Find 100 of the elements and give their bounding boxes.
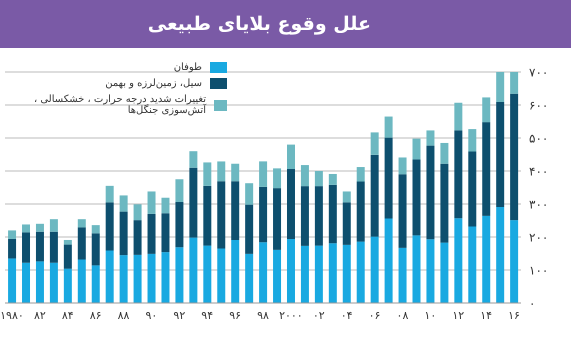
y-tick-label: ۰ — [529, 296, 536, 310]
bar — [106, 250, 114, 303]
bar — [412, 235, 420, 303]
y-tick-label: ۶۰۰ — [529, 98, 548, 112]
bar — [92, 265, 100, 303]
bar — [120, 195, 128, 212]
chart-title: علل وقوع بلایای طبیعی — [0, 0, 571, 48]
legend-label: طوفان — [174, 62, 202, 73]
bar — [468, 226, 476, 303]
bar — [384, 116, 393, 138]
x-tick-label: ۰۸ — [396, 308, 408, 322]
bar — [286, 169, 295, 239]
bar — [300, 186, 309, 246]
bar — [161, 198, 170, 214]
bar — [134, 254, 142, 303]
bar — [36, 224, 44, 232]
x-tick-label: ۹۴ — [201, 308, 214, 322]
bar — [440, 242, 448, 303]
bar — [134, 204, 142, 220]
y-tick-label: ۳۰۰ — [529, 197, 548, 212]
bar — [245, 254, 254, 303]
x-tick-label: ۹۶ — [229, 308, 242, 322]
bar — [259, 161, 268, 187]
bar — [342, 202, 351, 245]
bar — [286, 238, 295, 303]
y-tick-label: ۷۰۰ — [529, 65, 548, 80]
bar — [398, 157, 407, 174]
bar — [22, 232, 30, 263]
bar — [426, 130, 434, 146]
x-tick-label: ۰۶ — [368, 308, 380, 322]
bar — [120, 255, 128, 303]
bar — [245, 183, 254, 205]
bar — [189, 168, 198, 238]
bar — [370, 132, 379, 155]
bar — [217, 161, 226, 182]
bar — [22, 262, 30, 303]
x-tick-label: ۱۶ — [508, 308, 520, 322]
bar — [314, 246, 323, 303]
bar — [273, 250, 282, 303]
bar — [36, 261, 44, 303]
bar — [482, 122, 490, 216]
bar — [426, 146, 434, 240]
bar — [328, 184, 337, 244]
bar — [342, 191, 351, 202]
bar — [426, 239, 434, 303]
bar — [148, 214, 156, 254]
bar — [175, 179, 184, 202]
bar — [384, 218, 393, 303]
bar — [175, 247, 184, 303]
bar — [510, 94, 518, 220]
bar — [273, 168, 282, 188]
bar — [50, 232, 58, 263]
x-tick-label: ۸۶ — [90, 308, 102, 322]
bar — [356, 242, 365, 303]
bar — [356, 167, 365, 182]
legend-label: سیل، زمین‌لرزه و بهمن — [105, 78, 202, 89]
x-tick-label: ۸۲ — [34, 308, 46, 322]
bar — [328, 243, 337, 303]
bar — [468, 152, 476, 226]
bar — [510, 72, 518, 94]
bar — [300, 246, 309, 303]
bar — [370, 154, 379, 237]
bar — [78, 227, 86, 260]
bar — [231, 181, 240, 240]
bar — [510, 220, 518, 303]
bar — [314, 171, 323, 186]
bar — [8, 230, 16, 239]
bar — [300, 165, 309, 186]
bar — [106, 186, 114, 202]
bar — [203, 162, 212, 186]
bar — [496, 206, 504, 303]
x-tick-label: ۹۰ — [146, 308, 158, 322]
bar — [8, 258, 16, 303]
bar — [120, 212, 128, 256]
bar — [148, 191, 156, 214]
bar — [454, 130, 462, 218]
bar — [64, 240, 72, 245]
bar — [106, 202, 114, 251]
bar — [92, 225, 100, 234]
bar — [148, 254, 156, 303]
bar — [412, 159, 420, 236]
bar — [231, 164, 240, 182]
x-tick-label: ۲۰۰۰ — [279, 308, 303, 322]
y-tick-label: ۵۰۰ — [529, 131, 548, 146]
bar — [78, 259, 86, 303]
bar — [161, 252, 170, 303]
bar — [8, 238, 16, 258]
bar — [50, 262, 58, 303]
bar — [370, 236, 379, 303]
bar — [328, 174, 337, 185]
bar — [231, 240, 240, 303]
legend-label: تغییرات شدید درجه حرارت ، خشکسالی ، آتش‌سوزی جنگل‌ها — [32, 94, 206, 116]
bar — [496, 102, 504, 207]
bar — [384, 138, 393, 219]
x-tick-label: ۱۹۸۰ — [0, 308, 24, 322]
bar — [454, 218, 462, 303]
bar — [482, 216, 490, 303]
bar — [64, 244, 72, 269]
bar — [314, 186, 323, 246]
bar — [496, 72, 504, 102]
